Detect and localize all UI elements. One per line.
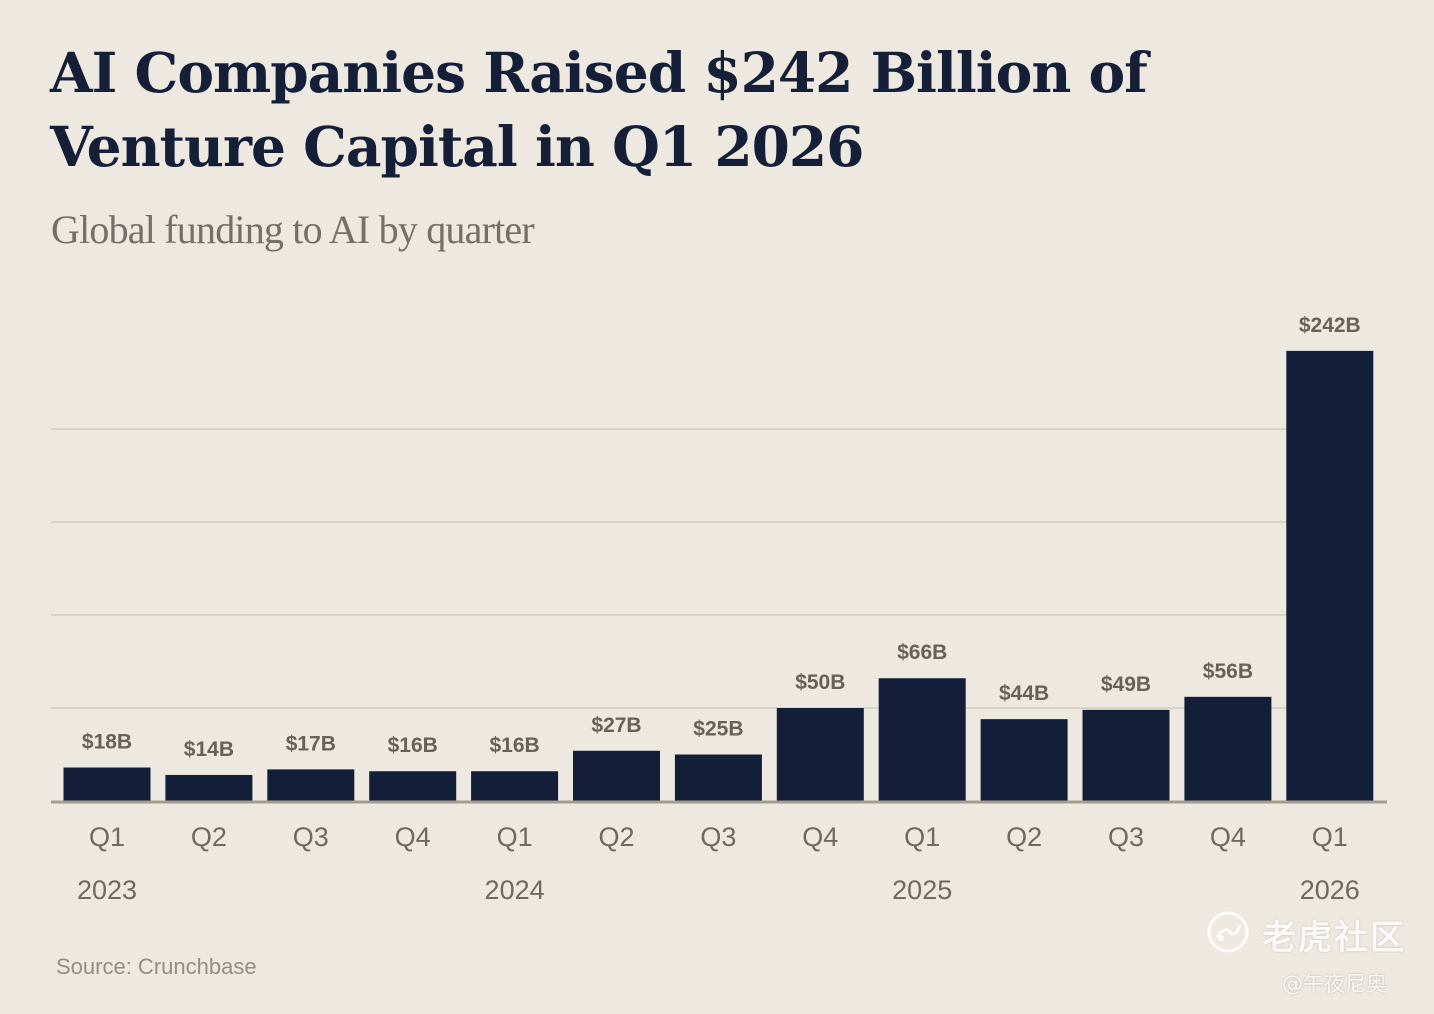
x-tick-label-6: Q3 [700,822,736,852]
x-tick-label-8: Q1 [904,822,940,852]
bar-2 [267,769,355,801]
chart-subtitle: Global funding to AI by quarter [51,207,535,252]
tiger-community-logo-icon [1207,911,1249,953]
value-label-9: $44B [999,682,1049,705]
bar-11 [1184,696,1272,801]
value-label-10: $49B [1101,673,1151,696]
x-tick-label-5: Q2 [598,822,634,852]
value-label-6: $25B [693,718,743,741]
value-label-1: $14B [184,738,234,761]
year-label-2024: 2024 [485,875,545,905]
value-label-7: $50B [795,671,845,694]
x-tick-label-10: Q3 [1108,822,1144,852]
value-label-12: $242B [1299,314,1361,337]
bar-6 [674,754,762,801]
value-label-8: $66B [897,641,947,664]
bar-1 [165,774,253,801]
bar-8 [878,678,966,801]
year-label-2025: 2025 [892,875,952,905]
bar-3 [369,771,457,801]
x-tick-label-7: Q4 [802,822,838,852]
x-tick-label-3: Q4 [395,822,431,852]
x-tick-label-12: Q1 [1312,822,1348,852]
value-label-5: $27B [591,714,641,737]
x-tick-label-2: Q3 [293,822,329,852]
year-label-2026: 2026 [1300,875,1360,905]
value-label-4: $16B [489,734,539,757]
x-tick-label-1: Q2 [191,822,227,852]
x-tick-label-4: Q1 [497,822,533,852]
bar-0 [63,767,151,801]
bar-12 [1286,350,1374,801]
bar-4 [471,771,559,801]
value-label-11: $56B [1203,660,1253,683]
watermark-handle: @午夜尼奥 [1282,972,1387,996]
x-tick-label-0: Q1 [89,822,125,852]
chart-title: AI Companies Raised $242 Billion of Vent… [50,40,1148,179]
x-tick-label-11: Q4 [1210,822,1246,852]
x-tick-label-9: Q2 [1006,822,1042,852]
source-note: Source: Crunchbase [56,954,257,979]
bar-10 [1082,709,1170,801]
bar-9 [980,719,1068,801]
bar-7 [776,708,864,801]
value-label-0: $18B [82,731,132,754]
bar-5 [573,750,660,801]
value-label-2: $17B [286,732,336,755]
value-label-3: $16B [388,734,438,757]
year-label-2023: 2023 [77,875,137,905]
watermark-brand: 老虎社区 [1262,918,1406,958]
